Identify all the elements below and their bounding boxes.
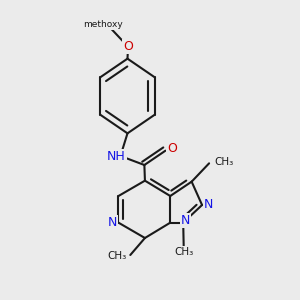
- Text: N: N: [108, 216, 117, 229]
- Text: CH₃: CH₃: [174, 247, 194, 257]
- Text: methoxy: methoxy: [83, 20, 123, 29]
- Text: CH₃: CH₃: [107, 251, 126, 261]
- Text: N: N: [181, 214, 190, 227]
- Text: CH₃: CH₃: [214, 158, 233, 167]
- Text: O: O: [123, 40, 133, 53]
- Text: NH: NH: [107, 149, 126, 163]
- Text: N: N: [204, 197, 214, 211]
- Text: O: O: [167, 142, 177, 155]
